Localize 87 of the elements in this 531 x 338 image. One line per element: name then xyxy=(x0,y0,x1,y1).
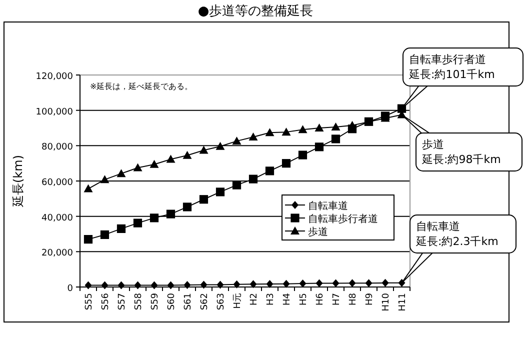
x-tick-label: H5 xyxy=(298,293,309,306)
point xyxy=(84,184,93,192)
point xyxy=(331,134,340,144)
y-tick-label: 120,000 xyxy=(36,72,74,82)
point xyxy=(316,279,323,288)
point xyxy=(182,150,192,159)
point xyxy=(118,281,125,290)
point xyxy=(250,280,257,288)
x-tick-label: S55 xyxy=(84,293,94,310)
annotation: ※延長は，延べ延長である。 xyxy=(90,82,193,91)
point xyxy=(84,281,92,290)
x-tick-label: S63 xyxy=(216,293,226,310)
point xyxy=(365,279,372,288)
point xyxy=(248,132,258,141)
point xyxy=(100,175,110,184)
point xyxy=(84,235,93,244)
point xyxy=(314,142,324,152)
x-tick-label: S61 xyxy=(183,293,194,310)
point xyxy=(382,278,389,287)
legend-label: 自転車道 xyxy=(308,200,348,212)
point xyxy=(331,122,340,130)
point xyxy=(298,125,308,134)
annotation: 延長:約101千km xyxy=(408,68,495,81)
point xyxy=(314,124,324,132)
point xyxy=(116,169,126,178)
point xyxy=(282,280,290,288)
point xyxy=(166,210,176,218)
x-tick-label: H10 xyxy=(381,292,392,312)
point xyxy=(199,146,208,154)
legend-label: 自転車歩行者道 xyxy=(308,213,378,225)
point xyxy=(150,281,158,290)
point xyxy=(101,281,108,290)
point xyxy=(233,280,240,288)
point xyxy=(200,280,208,289)
point xyxy=(348,120,357,129)
x-tick-label: H元 xyxy=(232,293,243,309)
point xyxy=(150,214,159,222)
x-tick-label: H3 xyxy=(266,293,276,306)
point xyxy=(150,160,159,168)
y-axis-title: 延長(km) xyxy=(11,154,25,208)
point xyxy=(167,281,174,290)
y-tick-label: 40,000 xyxy=(42,213,74,224)
y-tick-label: 0 xyxy=(67,284,74,294)
y-tick-label: 20,000 xyxy=(42,248,74,259)
point xyxy=(166,154,176,163)
point xyxy=(133,218,142,228)
point xyxy=(133,163,142,172)
point xyxy=(216,280,224,289)
x-tick-label: H7 xyxy=(332,293,342,306)
point xyxy=(332,279,340,288)
point xyxy=(134,281,142,290)
x-tick-label: H6 xyxy=(315,292,326,306)
point xyxy=(266,280,274,288)
x-tick-label: S60 xyxy=(166,292,177,310)
point xyxy=(265,166,274,176)
point xyxy=(100,230,110,240)
point xyxy=(282,128,291,136)
point xyxy=(232,136,242,145)
y-tick-label: 80,000 xyxy=(42,142,74,153)
x-tick-label: H2 xyxy=(249,293,260,306)
x-tick-label: S56 xyxy=(100,292,111,310)
x-tick-label: S59 xyxy=(150,292,160,310)
point xyxy=(216,142,225,150)
point xyxy=(282,159,291,168)
point xyxy=(248,174,258,184)
annotation: 歩道 xyxy=(422,138,444,151)
x-tick-label: S57 xyxy=(117,293,128,310)
y-tick-label: 100,000 xyxy=(36,107,74,118)
point xyxy=(199,195,208,204)
point xyxy=(184,281,191,290)
x-tick-label: H8 xyxy=(348,292,358,306)
point xyxy=(182,202,192,212)
point xyxy=(299,279,306,288)
legend-label: 歩道 xyxy=(308,226,328,238)
point xyxy=(116,224,126,233)
x-tick-label: H4 xyxy=(282,292,292,306)
x-tick-label: S62 xyxy=(200,293,210,310)
x-tick-label: H11 xyxy=(398,293,408,312)
point xyxy=(348,279,356,288)
point xyxy=(232,180,242,190)
x-tick-label: S58 xyxy=(134,292,144,310)
chart-title: ●歩道等の整備延長 xyxy=(198,4,314,19)
y-tick-label: 60,000 xyxy=(42,178,74,188)
point xyxy=(265,128,274,136)
point xyxy=(298,150,308,160)
x-tick-label: H9 xyxy=(364,292,375,306)
point xyxy=(216,188,225,196)
